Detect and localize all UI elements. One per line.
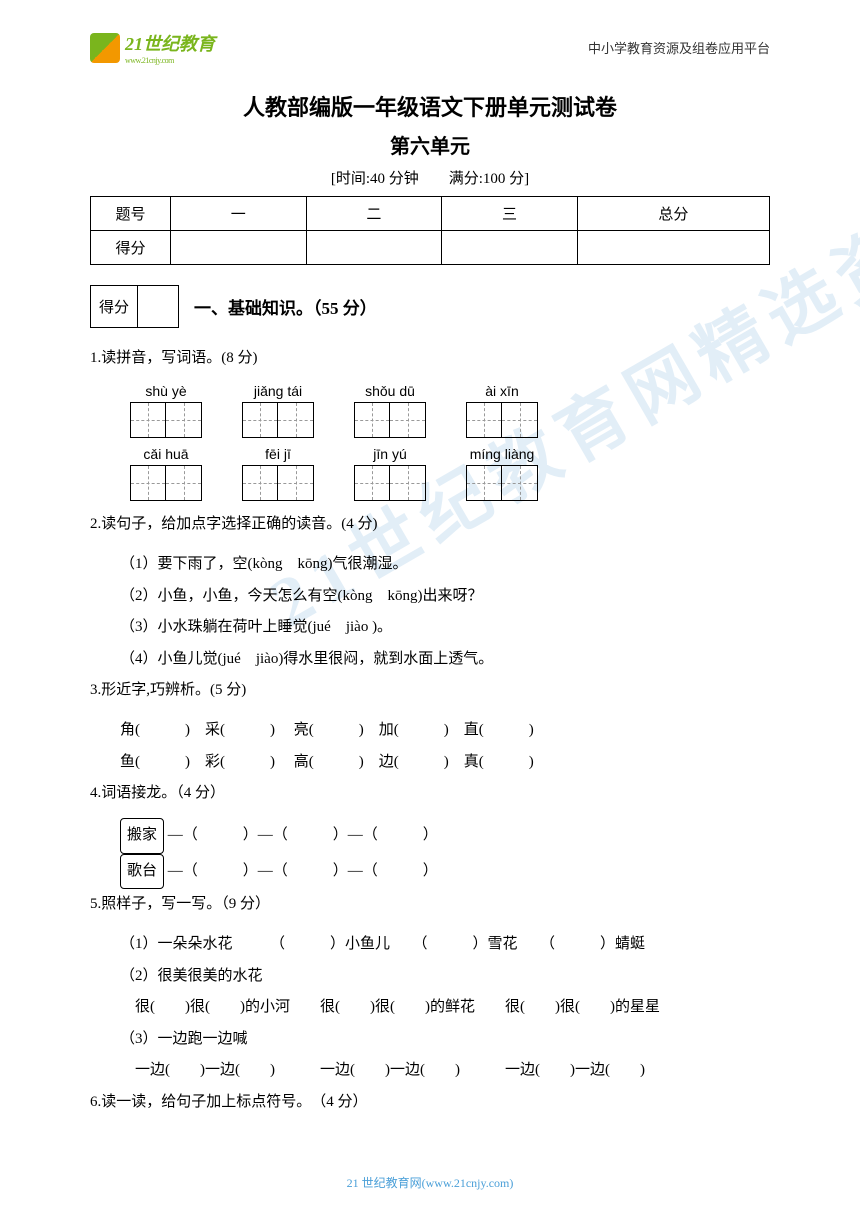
page-footer: 21 世纪教育网(www.21cnjy.com): [0, 1174, 860, 1191]
q2-item-4: （4）小鱼儿觉(jué jiào)得水里很闷，就到水面上透气。: [120, 644, 770, 676]
logo-main-text: 21世纪教育: [125, 30, 215, 56]
time-score-info: [时间:40 分钟 满分:100 分]: [90, 167, 770, 188]
q3-row-1: 角( ) 采( ) 亮( ) 加( ) 直( ): [120, 715, 770, 747]
section-header: 得分 一、基础知识。（55 分）: [90, 285, 770, 328]
question-3: 3.形近字,巧辨析。(5 分): [90, 675, 770, 705]
q4-chain-1: 搬家 —（ ）—（ ）—（ ）: [120, 818, 770, 854]
pinyin-item: jiǎng tái: [242, 383, 314, 438]
score-input-box: 得分: [90, 285, 179, 328]
pinyin-item: míng liàng: [466, 446, 538, 501]
question-2: 2.读句子，给加点字选择正确的读音。(4 分): [90, 509, 770, 539]
pinyin-item: fēi jī: [242, 446, 314, 501]
pinyin-item: cǎi huā: [130, 446, 202, 501]
q5-item-2: （2）很美很美的水花: [120, 961, 770, 993]
score-summary-table: 题号 一 二 三 总分 得分: [90, 196, 770, 265]
pinyin-item: ài xīn: [466, 383, 538, 438]
chain-start-box: 搬家: [120, 818, 164, 854]
pinyin-row-1: shù yè jiǎng tái shǒu dū ài xīn: [130, 383, 770, 438]
q2-item-3: （3）小水珠躺在荷叶上睡觉(jué jiào )。: [120, 612, 770, 644]
header-right-text: 中小学教育资源及组卷应用平台: [588, 38, 770, 57]
table-cell: [171, 231, 307, 265]
table-cell: 总分: [577, 197, 769, 231]
q5-item-3b: 一边( )一边( ) 一边( )一边( ) 一边( )一边( ): [120, 1055, 770, 1087]
question-4: 4.词语接龙。（4 分）: [90, 778, 770, 808]
q5-item-2b: 很( )很( )的小河 很( )很( )的鲜花 很( )很( )的星星: [120, 992, 770, 1024]
table-cell: 题号: [91, 197, 171, 231]
page-subtitle: 第六单元: [90, 130, 770, 159]
table-cell: 一: [171, 197, 307, 231]
question-5: 5.照样子，写一写。（9 分）: [90, 889, 770, 919]
logo: 21世纪教育 www.21cnjy.com: [90, 30, 215, 65]
table-cell: [577, 231, 769, 265]
table-cell: [306, 231, 442, 265]
q3-row-2: 鱼( ) 彩( ) 高( ) 边( ) 真( ): [120, 747, 770, 779]
q5-item-3: （3）一边跑一边喊: [120, 1024, 770, 1056]
table-cell: [442, 231, 578, 265]
question-1: 1.读拼音，写词语。(8 分): [90, 343, 770, 373]
page-header: 21世纪教育 www.21cnjy.com 中小学教育资源及组卷应用平台: [90, 30, 770, 65]
q2-item-1: （1）要下雨了，空(kòng kōng)气很潮湿。: [120, 549, 770, 581]
q2-item-2: （2）小鱼，小鱼，今天怎么有空(kòng kōng)出来呀？: [120, 581, 770, 613]
table-cell: 二: [306, 197, 442, 231]
pinyin-item: jīn yú: [354, 446, 426, 501]
q5-item-1: （1）一朵朵水花 （ ）小鱼儿 （ ）雪花 （ ）蜻蜓: [120, 929, 770, 961]
pinyin-item: shǒu dū: [354, 383, 426, 438]
table-cell: 得分: [91, 231, 171, 265]
q4-chain-2: 歌台 —（ ）—（ ）—（ ）: [120, 854, 770, 890]
logo-sub-text: www.21cnjy.com: [125, 56, 215, 65]
question-6: 6.读一读，给句子加上标点符号。 （4 分）: [90, 1087, 770, 1117]
section-title: 一、基础知识。（55 分）: [194, 294, 377, 319]
pinyin-item: shù yè: [130, 383, 202, 438]
page-title: 人教部编版一年级语文下册单元测试卷: [90, 90, 770, 122]
score-label: 得分: [91, 286, 138, 327]
table-cell: 三: [442, 197, 578, 231]
table-row: 得分: [91, 231, 770, 265]
score-blank: [138, 286, 178, 327]
pinyin-row-2: cǎi huā fēi jī jīn yú míng liàng: [130, 446, 770, 501]
logo-icon: [90, 33, 120, 63]
chain-start-box: 歌台: [120, 854, 164, 890]
table-row: 题号 一 二 三 总分: [91, 197, 770, 231]
